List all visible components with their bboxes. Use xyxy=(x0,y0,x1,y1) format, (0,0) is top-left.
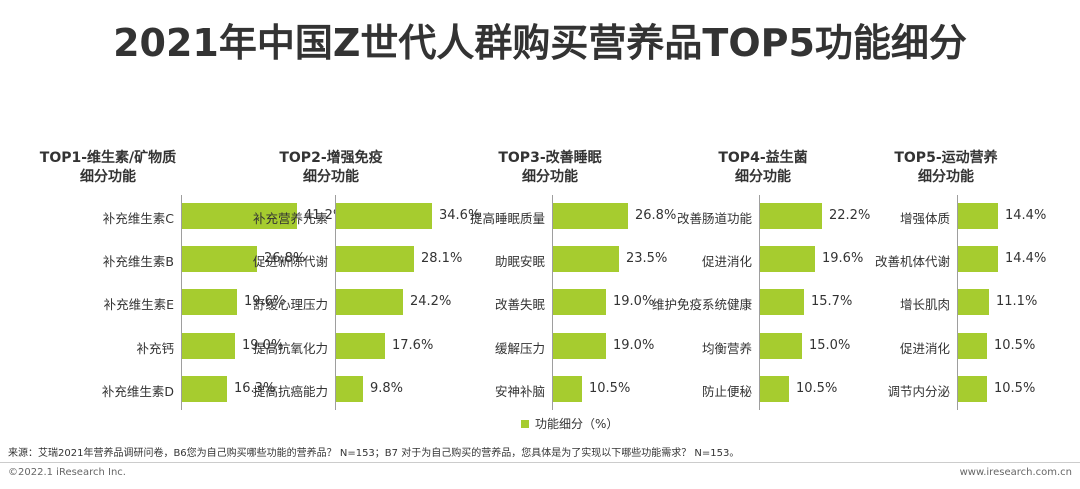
data-label: 17.6% xyxy=(392,338,433,353)
category-label: 促进消化 xyxy=(702,251,752,270)
bar xyxy=(958,376,987,402)
website: www.iresearch.com.cn xyxy=(960,467,1072,478)
chart-title: TOP2-增强免疫 细分功能 xyxy=(231,149,431,187)
category-label: 安神补脑 xyxy=(495,381,545,400)
chart-title-line2: 细分功能 xyxy=(231,168,431,187)
bar xyxy=(760,333,802,359)
data-label: 10.5% xyxy=(589,381,630,396)
bar xyxy=(336,333,385,359)
category-label: 补充维生素C xyxy=(103,208,174,227)
legend-swatch xyxy=(521,420,529,428)
category-label: 舒缓心理压力 xyxy=(253,294,328,313)
category-label: 调节内分泌 xyxy=(887,381,950,400)
data-label: 9.8% xyxy=(370,381,403,396)
bar xyxy=(760,203,822,229)
category-label: 助眠安眠 xyxy=(495,251,545,270)
chart-title: TOP1-维生素/矿物质 细分功能 xyxy=(8,149,208,187)
bar xyxy=(760,246,815,272)
copyright: ©2022.1 iResearch Inc. xyxy=(8,467,126,478)
bar xyxy=(336,246,414,272)
chart-title-line1: TOP2-增强免疫 xyxy=(231,149,431,168)
bar xyxy=(553,246,619,272)
chart-title-line2: 细分功能 xyxy=(450,168,650,187)
data-label: 15.0% xyxy=(809,338,850,353)
data-label: 11.1% xyxy=(996,294,1037,309)
bar xyxy=(760,376,789,402)
category-label: 增强体质 xyxy=(900,208,950,227)
bar xyxy=(182,333,235,359)
bar xyxy=(553,289,606,315)
chart-title: TOP3-改善睡眠 细分功能 xyxy=(450,149,650,187)
category-label: 增长肌肉 xyxy=(900,294,950,313)
bar xyxy=(336,289,403,315)
category-label: 补充维生素B xyxy=(103,251,174,270)
bar xyxy=(553,376,582,402)
data-label: 23.5% xyxy=(626,251,667,266)
bar xyxy=(958,289,989,315)
chart-title-line1: TOP5-运动营养 xyxy=(846,149,1046,168)
bar xyxy=(182,376,227,402)
category-label: 促进消化 xyxy=(900,338,950,357)
chart-title-line2: 细分功能 xyxy=(846,168,1046,187)
data-label: 26.8% xyxy=(635,208,676,223)
data-label: 19.6% xyxy=(822,251,863,266)
data-label: 14.4% xyxy=(1005,208,1046,223)
bar xyxy=(760,289,804,315)
chart-title: TOP5-运动营养 细分功能 xyxy=(846,149,1046,187)
chart-title-line1: TOP1-维生素/矿物质 xyxy=(8,149,208,168)
chart-title-line2: 细分功能 xyxy=(663,168,863,187)
category-label: 缓解压力 xyxy=(495,338,545,357)
category-label: 提高抗癌能力 xyxy=(253,381,328,400)
bar xyxy=(958,203,998,229)
data-label: 28.1% xyxy=(421,251,462,266)
data-label: 10.5% xyxy=(796,381,837,396)
data-label: 10.5% xyxy=(994,381,1035,396)
data-label: 22.2% xyxy=(829,208,870,223)
category-label: 补充维生素E xyxy=(104,294,174,313)
category-label: 防止便秘 xyxy=(702,381,752,400)
category-label: 补充营养元素 xyxy=(253,208,328,227)
footer-divider xyxy=(0,462,1080,463)
bar xyxy=(336,376,363,402)
data-label: 19.0% xyxy=(613,294,654,309)
legend-label: 功能细分（%） xyxy=(535,415,618,432)
category-label: 维护免疫系统健康 xyxy=(652,294,752,313)
page-title: 2021年中国Z世代人群购买营养品TOP5功能细分 xyxy=(0,12,1080,67)
category-label: 补充维生素D xyxy=(102,381,174,400)
legend: 功能细分（%） xyxy=(521,415,618,432)
data-label: 24.2% xyxy=(410,294,451,309)
category-label: 改善肠道功能 xyxy=(677,208,752,227)
bar xyxy=(182,246,257,272)
bar xyxy=(553,333,606,359)
bar xyxy=(336,203,432,229)
data-label: 19.0% xyxy=(613,338,654,353)
data-label: 10.5% xyxy=(994,338,1035,353)
category-label: 补充钙 xyxy=(136,338,174,357)
bar xyxy=(958,246,998,272)
category-label: 均衡营养 xyxy=(702,338,752,357)
category-label: 提高睡眠质量 xyxy=(470,208,545,227)
data-label: 14.4% xyxy=(1005,251,1046,266)
source-note: 来源：艾瑞2021年营养品调研问卷，B6您为自己购买哪些功能的营养品？ N=15… xyxy=(8,444,739,459)
data-label: 15.7% xyxy=(811,294,852,309)
chart-title-line2: 细分功能 xyxy=(8,168,208,187)
chart-title-line1: TOP4-益生菌 xyxy=(663,149,863,168)
category-label: 改善机体代谢 xyxy=(875,251,950,270)
category-label: 提高抗氧化力 xyxy=(253,338,328,357)
chart-title-line1: TOP3-改善睡眠 xyxy=(450,149,650,168)
category-label: 改善失眠 xyxy=(495,294,545,313)
category-label: 促进新陈代谢 xyxy=(253,251,328,270)
bar xyxy=(958,333,987,359)
bar xyxy=(182,289,237,315)
chart-title: TOP4-益生菌 细分功能 xyxy=(663,149,863,187)
bar xyxy=(553,203,628,229)
